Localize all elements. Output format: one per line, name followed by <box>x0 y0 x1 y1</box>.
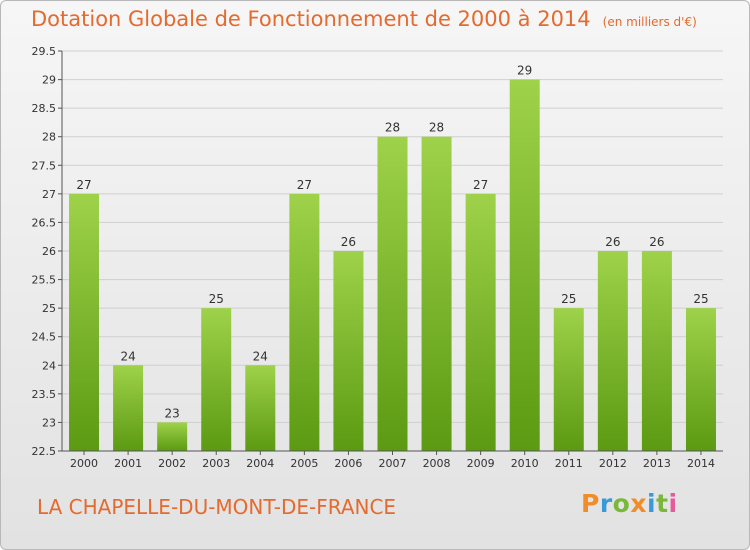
y-tick-label: 25 <box>42 302 56 315</box>
x-tick-label: 2001 <box>114 457 142 470</box>
x-tick-label: 2004 <box>246 457 274 470</box>
x-tick-label: 2009 <box>467 457 495 470</box>
bar <box>69 193 100 451</box>
data-label: 28 <box>385 121 400 135</box>
x-tick-label: 2003 <box>202 457 230 470</box>
bar <box>553 308 584 451</box>
data-label: 29 <box>517 64 532 78</box>
data-label: 26 <box>605 235 620 249</box>
bar <box>465 193 496 451</box>
commune-name: LA CHAPELLE-DU-MONT-DE-FRANCE <box>37 495 397 519</box>
bar <box>245 365 276 451</box>
logo-letter: x <box>630 489 647 518</box>
y-tick-label: 25.5 <box>32 274 57 287</box>
x-tick-label: 2013 <box>643 457 671 470</box>
bar <box>685 308 716 451</box>
proxiti-logo[interactable]: Proxiti <box>581 489 678 518</box>
y-tick-label: 23.5 <box>32 388 57 401</box>
x-tick-label: 2007 <box>379 457 407 470</box>
chart-title-text: Dotation Globale de Fonctionnement de 20… <box>31 7 591 31</box>
x-tick-label: 2002 <box>158 457 186 470</box>
y-tick-label: 24 <box>42 359 56 372</box>
y-tick-label: 23 <box>42 416 56 429</box>
bar <box>509 79 540 452</box>
data-label: 25 <box>209 292 224 306</box>
data-label: 24 <box>253 349 268 363</box>
data-label: 27 <box>76 178 91 192</box>
y-tick-label: 27 <box>42 188 56 201</box>
bar-layer <box>69 79 716 452</box>
y-tick-label: 26 <box>42 245 56 258</box>
y-tick-label: 28.5 <box>32 102 57 115</box>
data-label: 27 <box>473 178 488 192</box>
logo-letter: i <box>668 489 678 518</box>
bar <box>333 251 364 451</box>
y-tick-label: 28 <box>42 131 56 144</box>
y-tick-label: 29 <box>42 74 56 87</box>
logo-letter: t <box>656 489 669 518</box>
y-tick-label: 27.5 <box>32 159 57 172</box>
chart-subtitle: (en milliers d'€) <box>602 15 697 29</box>
x-tick-label: 2012 <box>599 457 627 470</box>
x-tick-label: 2011 <box>555 457 583 470</box>
x-tick-label: 2006 <box>334 457 362 470</box>
y-tick-label: 22.5 <box>32 445 57 458</box>
data-label: 24 <box>120 349 135 363</box>
data-label: 26 <box>341 235 356 249</box>
label-layer: 27 24 23 25 24 27 26 28 28 27 29 25 26 26 25 <box>76 64 708 421</box>
logo-letter: o <box>612 489 631 518</box>
x-tick-label: 2010 <box>511 457 539 470</box>
data-label: 27 <box>297 178 312 192</box>
y-tick-label: 26.5 <box>32 216 57 229</box>
x-tick-label: 2005 <box>290 457 318 470</box>
bar <box>157 422 188 451</box>
x-tick-label: 2008 <box>423 457 451 470</box>
bar <box>597 251 628 451</box>
data-label: 28 <box>429 121 444 135</box>
logo-letter: P <box>581 489 600 518</box>
data-label: 25 <box>693 292 708 306</box>
bar <box>421 136 452 451</box>
data-label: 26 <box>649 235 664 249</box>
axis-layer: 22.5 23 23.5 24 24.5 25 25.5 26 26.5 27 27.5 28 28.5… <box>32 45 723 470</box>
chart-title: Dotation Globale de Fonctionnement de 20… <box>31 7 697 31</box>
data-label: 23 <box>165 406 180 420</box>
y-tick-label: 29.5 <box>32 45 57 58</box>
x-tick-label: 2014 <box>687 457 715 470</box>
logo-letter: r <box>599 489 613 518</box>
bar <box>289 193 320 451</box>
data-label: 25 <box>561 292 576 306</box>
y-tick-label: 24.5 <box>32 331 57 344</box>
x-tick-label: 2000 <box>70 457 98 470</box>
bar <box>641 251 672 451</box>
bar <box>113 365 144 451</box>
bar <box>201 308 232 451</box>
bar <box>377 136 408 451</box>
logo-letter: i <box>647 489 657 518</box>
